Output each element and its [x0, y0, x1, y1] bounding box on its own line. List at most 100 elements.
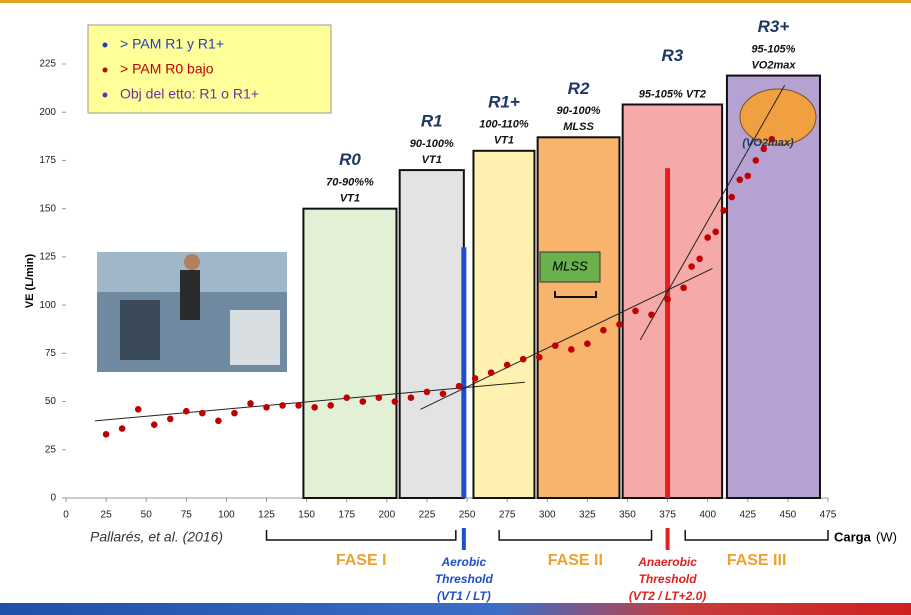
zone	[623, 105, 722, 498]
data-point	[215, 418, 222, 425]
legend-text: Obj del etto: R1 o R1+	[120, 86, 259, 102]
y-tick-label: 25	[45, 444, 57, 455]
data-point	[135, 406, 142, 413]
zone-note: 90-100%	[557, 105, 601, 117]
top-border	[0, 0, 911, 3]
x-tick-label: 125	[258, 510, 275, 521]
data-point	[664, 296, 671, 303]
y-tick-label: 75	[45, 348, 57, 359]
data-point	[616, 321, 623, 328]
data-point	[392, 398, 399, 405]
zone-name: R0	[339, 150, 361, 169]
threshold-label: (VT2 / LT+2.0)	[629, 589, 706, 603]
y-tick-label: 175	[39, 155, 56, 166]
x-tick-label: 325	[579, 510, 596, 521]
zone-name: R2	[568, 79, 590, 98]
threshold-label: Threshold	[435, 572, 494, 586]
data-point	[696, 256, 703, 263]
zone-note: 95-105%	[751, 43, 795, 55]
data-point	[536, 354, 543, 361]
data-point	[167, 416, 174, 423]
phase-label: FASE III	[727, 552, 787, 569]
data-point	[736, 176, 743, 183]
data-point	[753, 157, 760, 164]
data-point	[327, 402, 334, 409]
y-tick-label: 150	[39, 203, 56, 214]
data-point	[311, 404, 318, 411]
y-tick-label: 200	[39, 107, 56, 118]
zone-note: MLSS	[563, 121, 594, 133]
zone-note: VT1	[422, 154, 442, 166]
data-point	[632, 308, 639, 315]
x-tick-label: 300	[539, 510, 556, 521]
data-point	[103, 431, 110, 438]
threshold-marker	[666, 528, 670, 550]
x-axis-label: Carga	[834, 529, 872, 544]
data-point	[456, 383, 463, 390]
x-tick-label: 275	[499, 510, 516, 521]
zone-name: R1+	[488, 92, 520, 111]
data-point	[680, 284, 687, 291]
zone-name: R3	[662, 46, 684, 65]
y-tick-label: 50	[45, 396, 57, 407]
data-point	[440, 391, 447, 398]
data-point	[704, 234, 711, 241]
threshold-label: (VT1 / LT)	[437, 589, 491, 603]
x-tick-label: 50	[141, 510, 153, 521]
data-point	[728, 194, 735, 201]
y-tick-label: 0	[50, 493, 56, 504]
x-tick-label: 100	[218, 510, 235, 521]
threshold-bar	[461, 247, 466, 498]
zone-note: 100-110%	[479, 119, 529, 131]
data-point	[552, 342, 559, 349]
x-tick-label: 225	[419, 510, 436, 521]
y-axis-label: VE (L/min)	[24, 253, 36, 308]
zone	[473, 151, 534, 498]
zone-note: 90-100%	[410, 138, 454, 150]
legend-bullet	[103, 68, 108, 73]
legend-bullet	[103, 93, 108, 98]
x-tick-label: 475	[820, 510, 837, 521]
data-point	[359, 398, 366, 405]
zone-note: 95-105% VT2	[639, 88, 706, 100]
chart: VE (L/min) Carga (W) Pallarés, et al. (2…	[0, 0, 911, 615]
threshold-label: Aerobic	[441, 555, 487, 569]
phase-label: FASE II	[548, 552, 603, 569]
legend-bullet	[103, 43, 108, 48]
photo	[97, 252, 287, 372]
zone	[303, 209, 396, 498]
bottom-stripe	[0, 603, 911, 615]
data-point	[712, 229, 719, 236]
x-tick-label: 0	[63, 510, 69, 521]
data-point	[119, 425, 126, 432]
data-point	[584, 340, 591, 347]
zone-note: 70-90%%	[326, 177, 374, 189]
x-tick-label: 425	[739, 510, 756, 521]
zone-note: VO2max	[751, 59, 796, 71]
data-point	[199, 410, 206, 417]
x-tick-label: 350	[619, 510, 636, 521]
data-point	[504, 362, 511, 369]
data-point	[279, 402, 286, 409]
zone	[538, 137, 620, 498]
phase-bracket	[499, 530, 651, 540]
data-point	[263, 404, 270, 411]
y-tick-label: 100	[39, 300, 56, 311]
phase-label: FASE I	[336, 552, 387, 569]
x-tick-label: 75	[181, 510, 193, 521]
data-point	[231, 410, 238, 417]
x-tick-label: 375	[659, 510, 676, 521]
data-point	[247, 400, 254, 407]
data-point	[568, 346, 575, 353]
legend-text: > PAM R0 bajo	[120, 61, 214, 77]
data-point	[600, 327, 607, 334]
y-tick-label: 225	[39, 59, 56, 70]
data-point	[151, 421, 158, 428]
citation: Pallarés, et al. (2016)	[90, 529, 223, 545]
phase-bracket	[685, 530, 828, 540]
zone-name: R3+	[758, 17, 790, 36]
x-tick-label: 450	[780, 510, 797, 521]
data-point	[343, 394, 350, 401]
data-point	[488, 369, 495, 376]
zone-note: VT1	[340, 193, 360, 205]
